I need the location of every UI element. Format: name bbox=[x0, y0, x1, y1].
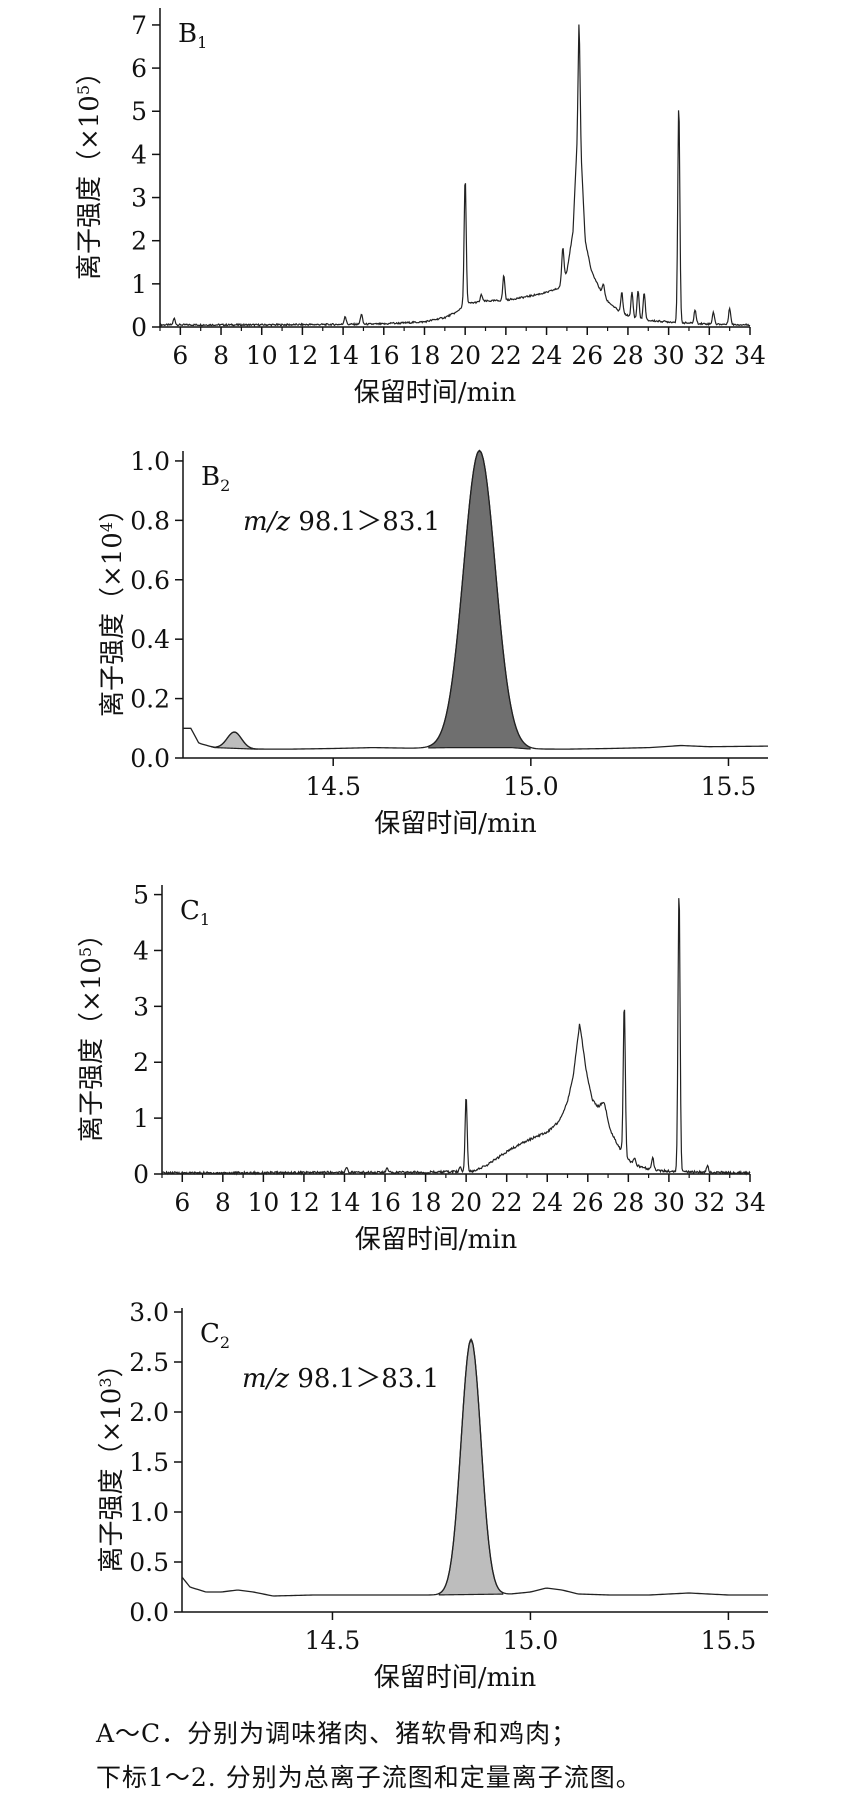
caption-line-1: A～C．分别为调味猪肉、猪软骨和鸡肉； bbox=[96, 1719, 578, 1748]
x-tick-label: 16 bbox=[368, 341, 400, 370]
x-tick-label: 10 bbox=[247, 1188, 279, 1217]
x-tick-label: 10 bbox=[246, 341, 278, 370]
y-tick-label: 1.5 bbox=[129, 1448, 169, 1477]
y-tick-label: 2.5 bbox=[129, 1348, 169, 1377]
y-axis-label: 离子强度（×105） bbox=[76, 921, 107, 1142]
x-tick-label: 6 bbox=[172, 341, 188, 370]
x-axis-label: 保留时间/min bbox=[354, 378, 517, 408]
y-tick-label: 5 bbox=[133, 881, 149, 910]
x-tick-label: 28 bbox=[612, 341, 644, 370]
x-tick-label: 22 bbox=[490, 341, 522, 370]
y-tick-label: 4 bbox=[131, 140, 147, 169]
qic-trace bbox=[183, 449, 769, 750]
y-tick-label: 0.0 bbox=[130, 744, 170, 773]
x-tick-label: 24 bbox=[531, 1188, 563, 1217]
x-tick-label: 34 bbox=[734, 1188, 766, 1217]
x-tick-label: 15.0 bbox=[503, 772, 559, 801]
y-tick-label: 3.0 bbox=[129, 1298, 169, 1327]
y-axis-label: 离子强度（×104） bbox=[97, 496, 128, 717]
x-tick-label: 26 bbox=[572, 1188, 604, 1217]
y-tick-label: 7 bbox=[131, 11, 147, 40]
y-tick-label: 4 bbox=[133, 936, 149, 965]
x-tick-label: 14 bbox=[329, 1188, 361, 1217]
tic-trace bbox=[161, 898, 751, 1176]
y-tick-label: 3 bbox=[131, 184, 147, 213]
y-tick-label: 2 bbox=[133, 1048, 149, 1077]
peak-area bbox=[438, 1338, 504, 1596]
peak-area bbox=[428, 449, 531, 750]
y-axis-label: 离子强度（×105） bbox=[74, 59, 105, 280]
x-tick-label: 32 bbox=[694, 1188, 726, 1217]
x-tick-label: 30 bbox=[653, 341, 685, 370]
y-tick-label: 1 bbox=[131, 270, 147, 299]
x-tick-label: 14.5 bbox=[305, 772, 361, 801]
x-tick-label: 15.0 bbox=[503, 1626, 559, 1655]
x-axis-label: 保留时间/min bbox=[355, 1225, 518, 1255]
y-tick-label: 0 bbox=[133, 1160, 149, 1189]
y-tick-label: 0.5 bbox=[129, 1548, 169, 1577]
y-tick-label: 0.4 bbox=[130, 625, 170, 654]
chart-panel-C2: 0.0 0.5 1.0 1.5 2.0 2.5 3.0 14.5 15.0 15.5 保留时间/mi… bbox=[96, 1298, 768, 1693]
y-tick-label: 2.0 bbox=[129, 1398, 169, 1427]
x-tick-label: 14 bbox=[327, 341, 359, 370]
y-tick-label: 0.8 bbox=[130, 506, 170, 535]
x-tick-label: 8 bbox=[215, 1188, 231, 1217]
panel-label: C1 bbox=[180, 896, 210, 929]
x-tick-label: 6 bbox=[174, 1188, 190, 1217]
x-tick-label: 8 bbox=[213, 341, 229, 370]
x-tick-label: 18 bbox=[410, 1188, 442, 1217]
qic-trace bbox=[181, 1337, 768, 1597]
x-tick-label: 28 bbox=[612, 1188, 644, 1217]
panel-label: B1 bbox=[178, 19, 207, 52]
x-tick-label: 24 bbox=[531, 341, 563, 370]
y-tick-label: 1.0 bbox=[130, 447, 170, 476]
y-tick-label: 3 bbox=[133, 992, 149, 1021]
y-tick-label: 1 bbox=[133, 1104, 149, 1133]
panel-label: C2 bbox=[200, 1319, 230, 1352]
x-tick-label: 20 bbox=[449, 341, 481, 370]
tic-trace bbox=[159, 24, 751, 327]
x-axis-label: 保留时间/min bbox=[374, 1663, 537, 1693]
x-tick-label: 16 bbox=[369, 1188, 401, 1217]
y-tick-label: 0.2 bbox=[130, 685, 170, 714]
x-tick-label: 22 bbox=[491, 1188, 523, 1217]
x-tick-label: 20 bbox=[450, 1188, 482, 1217]
x-tick-label: 12 bbox=[287, 341, 319, 370]
y-tick-label: 0.6 bbox=[130, 566, 170, 595]
x-tick-label: 18 bbox=[409, 341, 441, 370]
x-tick-label: 34 bbox=[734, 341, 766, 370]
y-tick-label: 0 bbox=[131, 313, 147, 342]
chart-panel-B2: 0.0 0.2 0.4 0.6 0.8 1.0 14.5 15.0 15.5 保留时间/min 离子… bbox=[97, 447, 769, 839]
x-tick-label: 26 bbox=[571, 341, 603, 370]
x-tick-label: 14.5 bbox=[305, 1626, 361, 1655]
mz-annotation: m/z 98.1＞83.1 bbox=[243, 507, 440, 537]
x-axis-label: 保留时间/min bbox=[374, 809, 537, 839]
x-tick-label: 32 bbox=[693, 341, 725, 370]
y-tick-label: 5 bbox=[131, 97, 147, 126]
y-axis-label: 离子强度（×103） bbox=[96, 1351, 127, 1572]
panel-label: B2 bbox=[201, 462, 230, 495]
caption-line-2: 下标1～2. 分别为总离子流图和定量离子流图。 bbox=[96, 1763, 642, 1792]
y-tick-label: 6 bbox=[131, 54, 147, 83]
x-tick-label: 12 bbox=[288, 1188, 320, 1217]
y-tick-label: 2 bbox=[131, 227, 147, 256]
figure-caption: A～C．分别为调味猪肉、猪软骨和鸡肉； 下标1～2. 分别为总离子流图和定量离子… bbox=[96, 1712, 856, 1800]
x-tick-label: 30 bbox=[653, 1188, 685, 1217]
y-tick-label: 0.0 bbox=[129, 1598, 169, 1627]
y-tick-label: 1.0 bbox=[129, 1498, 169, 1527]
x-tick-label: 15.5 bbox=[701, 772, 757, 801]
mz-annotation: m/z 98.1＞83.1 bbox=[242, 1364, 439, 1394]
x-tick-label: 15.5 bbox=[701, 1626, 757, 1655]
